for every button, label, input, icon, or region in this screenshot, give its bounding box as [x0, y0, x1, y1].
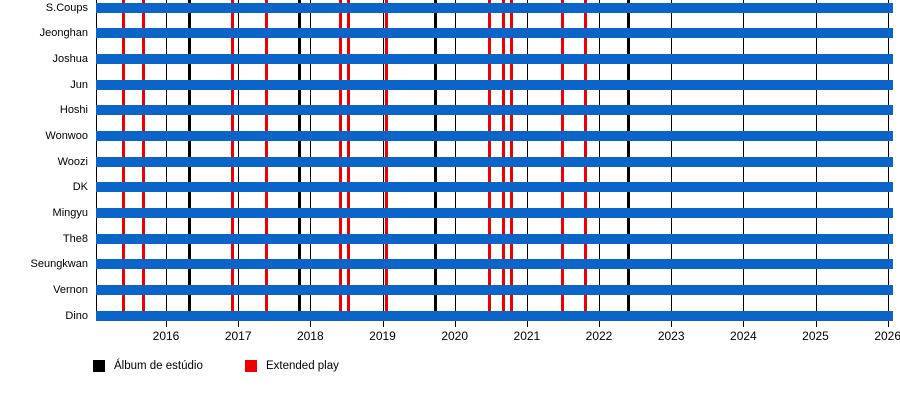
member-bar-vernon — [96, 285, 893, 296]
year-label-2016: 2016 — [152, 329, 180, 343]
member-bar-dino — [96, 310, 893, 321]
legend-item-studio-album: Álbum de estúdio — [93, 360, 203, 372]
year-label-2021: 2021 — [513, 329, 541, 343]
year-label-2022: 2022 — [585, 329, 613, 343]
legend-swatch-studio-album-icon — [93, 360, 105, 372]
member-bar-joshua — [96, 54, 893, 64]
member-bar-dk — [96, 182, 893, 193]
year-label-2018: 2018 — [296, 329, 324, 343]
member-label-mingyu: Mingyu — [52, 207, 88, 220]
year-label-2017: 2017 — [224, 329, 252, 343]
member-bar-wonwoo — [96, 131, 893, 142]
member-label-dk: DK — [72, 181, 88, 194]
member-label-jeonghan: Jeonghan — [39, 27, 88, 40]
member-label-vernon: Vernon — [53, 284, 88, 297]
member-bar-the8 — [96, 233, 893, 244]
legend-label-studio-album: Álbum de estúdio — [114, 360, 203, 372]
member-label-woozi: Woozi — [57, 155, 88, 168]
member-label-dino: Dino — [65, 309, 88, 322]
member-bar-mingyu — [96, 208, 893, 219]
plot-area: 2016 2017 2018 2019 2020 2021 2022 2023 2024 2025… — [96, 0, 900, 343]
member-bar-scoups — [96, 2, 893, 13]
year-label-2020: 2020 — [441, 329, 469, 343]
year-label-2024: 2024 — [730, 329, 757, 343]
member-label-scoups: S.Coups — [45, 1, 88, 14]
year-label-2025: 2025 — [802, 329, 829, 343]
member-label-hoshi: Hoshi — [59, 104, 88, 117]
member-label-joshua: Joshua — [52, 53, 88, 65]
year-label-2019: 2019 — [369, 329, 396, 343]
member-label-seungkwan: Seungkwan — [30, 258, 89, 271]
member-bar-jeonghan — [96, 28, 893, 39]
member-label-the8: The8 — [62, 232, 88, 245]
member-label-wonwoo: Wonwoo — [45, 130, 88, 143]
year-label-2026: 2026 — [874, 329, 900, 343]
member-bar-woozi — [96, 156, 893, 167]
legend-swatch-extended-play-icon — [245, 360, 257, 372]
legend: Álbum de estúdio Extended play — [0, 360, 900, 380]
member-bar-jun — [96, 79, 893, 90]
legend-item-extended-play: Extended play — [245, 360, 339, 372]
member-label-jun: Jun — [70, 78, 88, 91]
year-label-2023: 2023 — [657, 329, 685, 343]
legend-label-extended-play: Extended play — [266, 360, 339, 372]
member-bar-seungkwan — [96, 259, 893, 270]
member-bar-hoshi — [96, 105, 893, 116]
